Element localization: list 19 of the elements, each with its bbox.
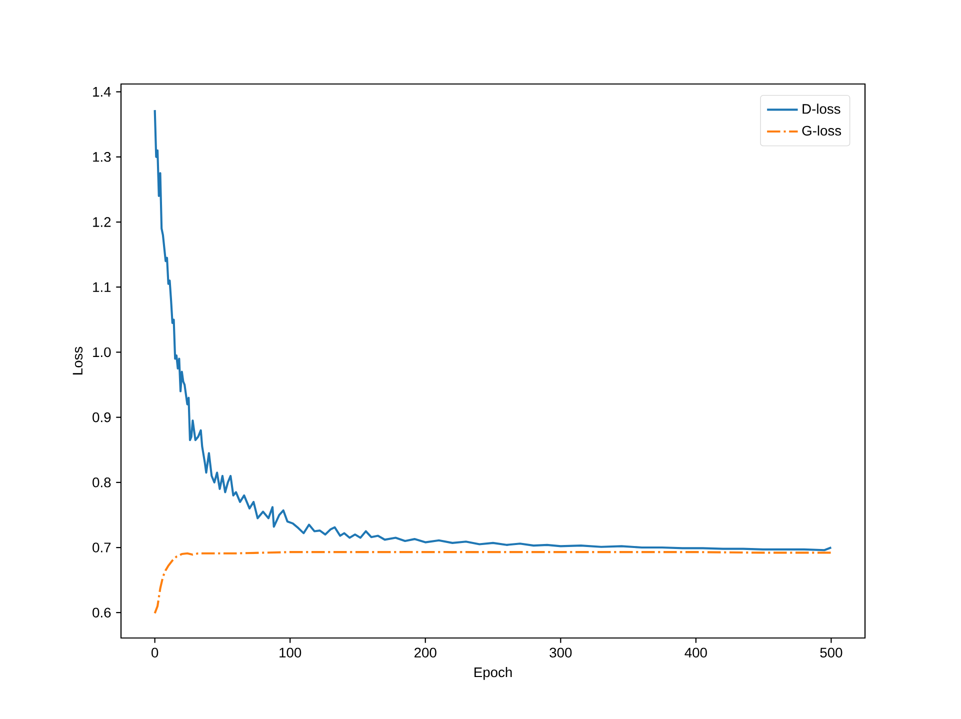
legend-label: D-loss <box>802 104 840 114</box>
x-tick-label: 400 <box>684 648 707 658</box>
x-tick-label: 300 <box>550 648 572 658</box>
y-tick-label: 1.3 <box>93 152 111 162</box>
x-tick-label: 100 <box>280 648 302 658</box>
x-axis-title: Epoch <box>474 667 512 680</box>
x-tick-label: 200 <box>414 648 436 658</box>
y-tick-label: 0.8 <box>92 478 111 488</box>
y-axis-title: Loss <box>72 346 83 374</box>
y-tick-label: 0.7 <box>92 542 111 552</box>
y-tick-label: 1.2 <box>93 217 111 227</box>
x-tick-label: 0 <box>152 648 158 658</box>
y-tick-label: 0.9 <box>92 412 111 422</box>
x-tick-label: 500 <box>820 648 842 658</box>
y-tick-label: 1.1 <box>93 282 111 292</box>
y-tick-label: 1.4 <box>93 87 111 97</box>
y-tick-label: 1.0 <box>93 347 111 358</box>
legend-label: G-loss <box>802 125 842 136</box>
y-tick-label: 0.6 <box>92 608 111 618</box>
